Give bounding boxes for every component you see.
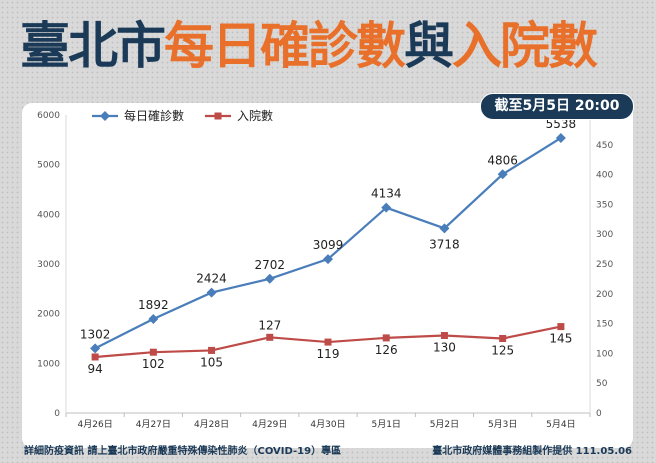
data-point [440, 332, 448, 340]
data-point [499, 335, 507, 342]
title-city: 臺北市 [20, 17, 166, 75]
data-point [439, 223, 450, 234]
data-label: 145 [549, 332, 572, 346]
legend-marker [214, 112, 222, 120]
data-label: 105 [200, 355, 223, 369]
data-label: 130 [433, 341, 456, 355]
title-daily: 每日確診數 [164, 17, 406, 75]
data-label: 4806 [487, 153, 518, 167]
y-right-tick-label: 100 [596, 349, 613, 359]
data-point [91, 353, 99, 361]
x-tick-label: 4月27日 [136, 419, 171, 430]
chart-card [22, 103, 633, 448]
data-label: 102 [142, 357, 165, 371]
y-right-tick-label: 300 [596, 230, 613, 240]
data-point [323, 254, 333, 265]
x-tick-label: 5月4日 [546, 419, 575, 430]
x-tick-label: 5月3日 [488, 419, 517, 430]
y-left-tick-label: 4000 [37, 210, 60, 220]
page-title: 臺北市每日確診數與入院數 [20, 16, 598, 76]
data-point [208, 346, 216, 354]
data-point [264, 273, 275, 284]
data-point [324, 338, 332, 346]
data-label: 127 [258, 318, 281, 332]
data-label: 2424 [196, 272, 227, 286]
date-badge: 截至5月5日 20:00 [480, 93, 634, 120]
x-tick-label: 4月28日 [194, 419, 229, 430]
y-right-tick-label: 350 [596, 200, 613, 210]
x-tick-label: 4月26日 [78, 419, 113, 430]
y-right-tick-label: 400 [596, 171, 613, 181]
data-point [206, 287, 217, 298]
data-point [555, 132, 566, 143]
y-left-tick-label: 2000 [37, 310, 60, 320]
data-label: 126 [375, 343, 398, 357]
y-right-tick-label: 0 [596, 409, 602, 419]
data-label: 5538 [546, 117, 577, 131]
y-right-tick-label: 200 [596, 290, 613, 300]
x-tick-label: 5月2日 [430, 419, 459, 430]
y-right-tick-label: 50 [596, 379, 608, 389]
data-label: 4134 [371, 187, 402, 201]
data-label: 3099 [313, 238, 344, 252]
data-point [557, 323, 565, 331]
title-and: 與 [404, 17, 454, 75]
y-right-tick-label: 250 [596, 260, 613, 270]
y-left-tick-label: 5000 [37, 161, 60, 171]
data-label: 3718 [429, 237, 460, 251]
data-label: 125 [491, 344, 514, 358]
footer-credit: 臺北市政府媒體事務組製作提供 111.05.06 [432, 446, 632, 457]
y-left-tick-label: 6000 [37, 111, 60, 121]
data-point [149, 348, 157, 356]
y-left-tick-label: 3000 [37, 260, 60, 270]
y-right-tick-label: 450 [596, 141, 613, 151]
data-label: 1892 [138, 298, 169, 312]
data-point [381, 202, 392, 213]
title-hospital: 入院數 [452, 17, 598, 75]
y-right-tick-label: 150 [596, 320, 613, 330]
data-label: 1302 [80, 327, 111, 341]
y-left-tick-label: 0 [54, 409, 60, 419]
x-tick-label: 4月29日 [252, 419, 287, 430]
data-point [90, 343, 101, 354]
data-label: 94 [87, 362, 102, 376]
y-left-tick-label: 1000 [37, 359, 60, 369]
data-point [497, 169, 508, 180]
legend-label: 入院數 [237, 109, 273, 123]
data-label: 119 [317, 347, 340, 361]
x-tick-label: 4月30日 [310, 419, 345, 430]
data-point [382, 334, 390, 342]
legend-label: 每日確診數 [124, 108, 184, 123]
footer-info: 詳細防疫資訊 請上臺北市政府嚴重特殊傳染性肺炎（COVID-19）專區 [24, 446, 342, 457]
data-point [148, 314, 159, 325]
x-tick-label: 5月1日 [371, 419, 400, 430]
data-label: 2702 [255, 258, 286, 272]
data-point [266, 333, 274, 341]
legend-marker [100, 111, 110, 121]
